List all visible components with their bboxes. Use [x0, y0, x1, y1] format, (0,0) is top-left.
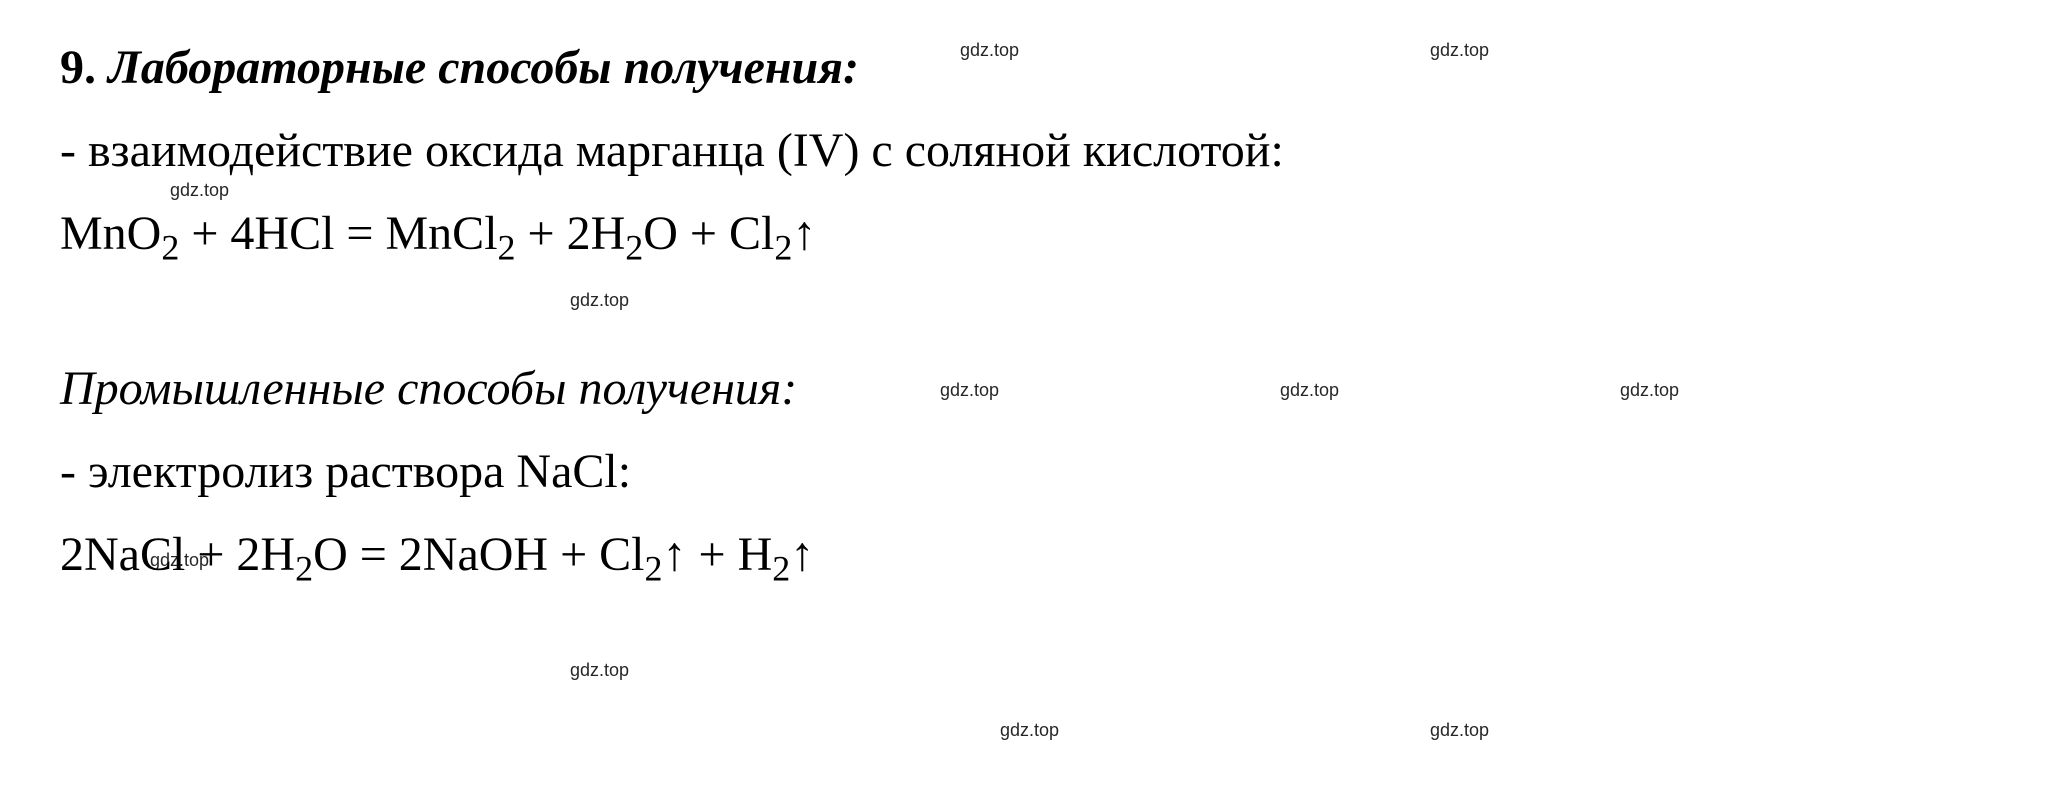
eq-part: O = 2NaOH + Cl — [313, 528, 644, 581]
eq-subscript: 2 — [161, 228, 179, 268]
equation-2: 2NaCl + 2H2O = 2NaOH + Cl2↑ + H2↑ — [60, 527, 1997, 582]
method-description-2: - электролиз раствора NaCl: — [60, 444, 1997, 499]
watermark-text: gdz.top — [1620, 380, 1679, 401]
eq-subscript: 2 — [295, 549, 313, 589]
watermark-text: gdz.top — [960, 40, 1019, 61]
eq-part: ↑ + H — [663, 528, 773, 581]
heading-section-1: 9. Лабораторные способы получения: — [60, 40, 1997, 95]
watermark-text: gdz.top — [1430, 40, 1489, 61]
eq-part: ↑ — [790, 528, 814, 581]
eq-part: MnO — [60, 207, 161, 260]
method-description-1: - взаимодействие оксида марганца (IV) с … — [60, 123, 1997, 178]
eq-subscript: 2 — [625, 228, 643, 268]
watermark-text: gdz.top — [1280, 380, 1339, 401]
watermark-text: gdz.top — [150, 550, 209, 571]
eq-part: ↑ — [792, 207, 816, 260]
eq-subscript: 2 — [772, 549, 790, 589]
watermark-text: gdz.top — [570, 290, 629, 311]
watermark-text: gdz.top — [940, 380, 999, 401]
heading-title: Лабораторные способы получения: — [108, 41, 859, 94]
eq-subscript: 2 — [774, 228, 792, 268]
watermark-text: gdz.top — [1000, 720, 1059, 741]
watermark-text: gdz.top — [1430, 720, 1489, 741]
eq-part: + 2H — [516, 207, 626, 260]
equation-1: MnO2 + 4HCl = MnCl2 + 2H2O + Cl2↑ — [60, 206, 1997, 261]
eq-subscript: 2 — [645, 549, 663, 589]
watermark-text: gdz.top — [570, 660, 629, 681]
eq-part: + 4HCl = MnCl — [179, 207, 497, 260]
eq-part: O + Cl — [643, 207, 774, 260]
heading-section-2: Промышленные способы получения: — [60, 361, 1997, 416]
watermark-text: gdz.top — [170, 180, 229, 201]
eq-subscript: 2 — [498, 228, 516, 268]
item-number: 9. — [60, 41, 96, 94]
